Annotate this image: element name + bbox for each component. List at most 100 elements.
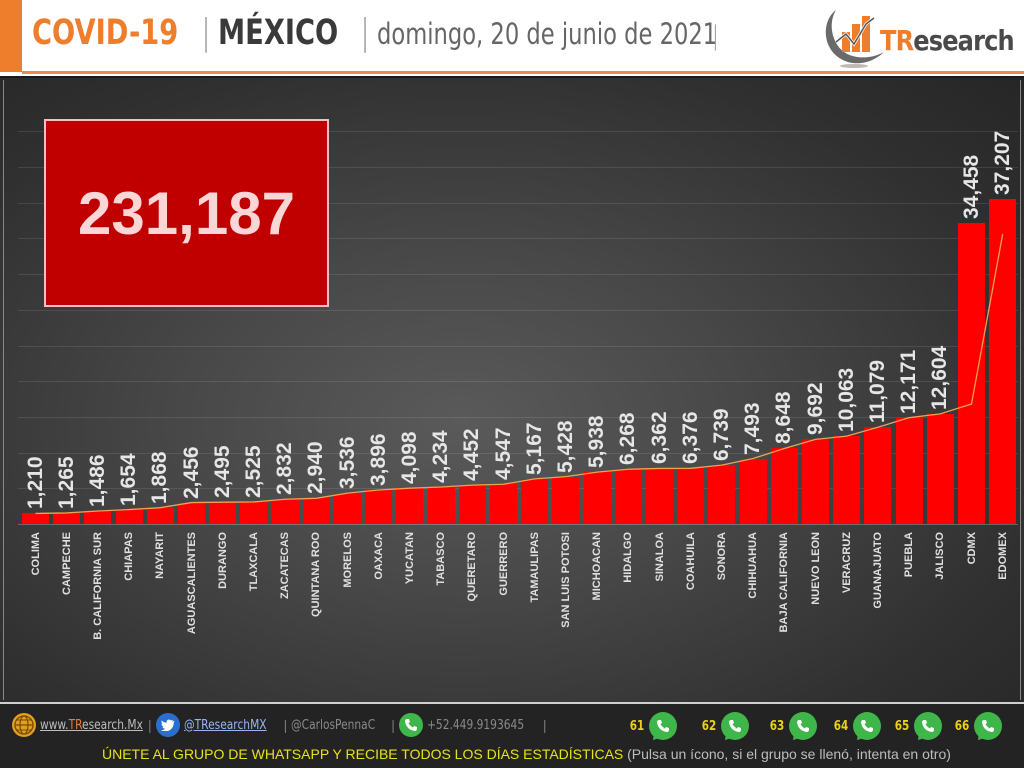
bar-sinaloa	[646, 468, 673, 524]
footer-separator: |	[391, 717, 395, 733]
value-label: 1,210	[23, 456, 47, 510]
whatsapp-group-66[interactable]: 66	[953, 712, 1003, 740]
chart-panel: 1,210 1,265 1,486 1,654 1,868 2,456 2,495 2,525…	[0, 76, 1024, 702]
category-label: GUANAJUATO	[871, 532, 884, 609]
whatsapp-icon[interactable]	[789, 712, 818, 740]
whatsapp-icon[interactable]	[649, 712, 678, 740]
value-label: 4,234	[429, 430, 453, 484]
whatsapp-icon[interactable]	[721, 712, 750, 740]
category-label: NAYARIT	[154, 532, 167, 579]
value-label: 12,171	[897, 349, 921, 414]
category-label: SONORA	[715, 532, 728, 581]
cta-note-text: (Pulsa un ícono, si el grupo se llenó, i…	[627, 746, 951, 762]
bar-sonora	[708, 465, 736, 524]
twitter-handle-link[interactable]: @TResearchMX	[183, 717, 267, 733]
footer-separator: |	[148, 717, 152, 733]
whatsapp-group-65[interactable]: 65	[893, 712, 943, 740]
footer-separator: |	[542, 717, 547, 733]
bar-coahuila	[677, 468, 705, 524]
personal-handle: @CarlosPennaC	[291, 717, 376, 733]
header: COVID-19 | MÉXICO | domingo, 20 de junio…	[0, 0, 1024, 75]
value-label: 11,079	[865, 360, 889, 424]
whatsapp-group-64[interactable]: 64	[832, 712, 882, 740]
bar-chihuahua	[739, 458, 767, 524]
whatsapp-icon[interactable]	[974, 712, 1003, 740]
bar-campeche	[53, 512, 81, 524]
bar-veracruz	[833, 436, 861, 524]
bar-zacatecas	[271, 499, 299, 524]
twitter-icon[interactable]	[155, 713, 180, 737]
category-label: CHIHUAHUA	[747, 532, 760, 599]
category-label: ZACATECAS	[279, 532, 292, 600]
value-label: 5,167	[522, 422, 546, 475]
footer-contact-row: www.TResearch.Mx | @TResearchMX | @Carlo…	[12, 712, 551, 738]
value-label: 8,648	[772, 391, 796, 445]
value-label: 6,739	[709, 408, 733, 462]
category-label: B. CALIFORNIA SUR	[91, 532, 104, 640]
bar-tlaxcala	[240, 501, 268, 524]
whatsapp-group-62[interactable]: 62	[700, 712, 750, 740]
title-date: domingo, 20 de junio de 2021	[377, 17, 718, 51]
bar-nuevo-leon	[802, 439, 829, 524]
value-label: 5,938	[585, 415, 609, 469]
category-label: BAJA CALIFORNIA	[778, 532, 791, 633]
group-number: 65	[894, 718, 910, 734]
value-label: 34,458	[959, 154, 983, 219]
category-label: PUEBLA	[903, 532, 916, 578]
bar-jalisco	[926, 413, 954, 524]
bar-colima	[22, 513, 49, 524]
category-label: COLIMA	[29, 532, 42, 576]
header-divider	[22, 71, 1024, 74]
gridline	[18, 452, 1018, 454]
bar-guerrero	[490, 484, 517, 524]
gridline	[18, 131, 1018, 133]
gridline	[18, 309, 1018, 311]
whatsapp-icon[interactable]	[914, 712, 943, 740]
whatsapp-group-63[interactable]: 63	[768, 712, 818, 740]
value-label: 2,525	[241, 445, 265, 498]
value-label: 4,547	[491, 427, 515, 481]
value-label: 6,376	[678, 411, 702, 465]
value-label: 7,493	[741, 401, 765, 455]
bar-oaxaca	[365, 489, 393, 524]
phone-whatsapp-icon[interactable]	[398, 713, 423, 737]
category-label: TAMAULIPAS	[528, 532, 541, 603]
whatsapp-group-61[interactable]: 61	[628, 712, 678, 740]
category-label: CDMX	[965, 532, 978, 565]
value-label: 6,268	[616, 412, 640, 466]
value-label: 9,692	[803, 382, 827, 436]
tresearch-logo: TResearch	[818, 2, 1024, 70]
category-label: QUERETARO	[466, 532, 479, 602]
website-link[interactable]: www.TResearch.Mx	[40, 717, 143, 733]
category-label: TLAXCALA	[247, 532, 260, 592]
bar-aguascalientes	[178, 502, 205, 524]
bar-michoacan	[583, 472, 611, 524]
category-label: MORELOS	[341, 532, 354, 588]
group-number: 63	[769, 718, 785, 734]
bar-tamaulipas	[521, 478, 549, 524]
value-label: 2,495	[210, 445, 234, 499]
value-label: 37,207	[990, 130, 1014, 195]
bar-morelos	[334, 493, 361, 524]
whatsapp-icon[interactable]	[853, 712, 882, 740]
bar-cdmx	[958, 223, 985, 524]
gridline	[18, 416, 1018, 418]
value-label: 2,832	[273, 442, 297, 496]
value-label: 1,654	[117, 452, 141, 506]
logo-wordmark: TResearch	[880, 24, 1015, 57]
page-title: COVID-19 | MÉXICO | domingo, 20 de junio…	[32, 12, 726, 62]
group-number: 66	[954, 718, 970, 734]
bar-nayarit	[146, 507, 174, 524]
value-label: 2,456	[179, 445, 203, 499]
gridline	[18, 345, 1018, 347]
category-label: SAN LUIS POTOSI	[559, 532, 572, 628]
title-country: MÉXICO	[218, 13, 339, 53]
header-accent-bar	[0, 0, 22, 72]
x-axis-baseline	[18, 524, 1018, 525]
group-number: 64	[833, 718, 849, 734]
gridline	[18, 381, 1018, 383]
category-label: TABASCO	[435, 532, 448, 586]
value-label: 4,098	[397, 431, 421, 485]
category-label: CAMPECHE	[60, 532, 73, 595]
bar-durango	[209, 502, 237, 524]
